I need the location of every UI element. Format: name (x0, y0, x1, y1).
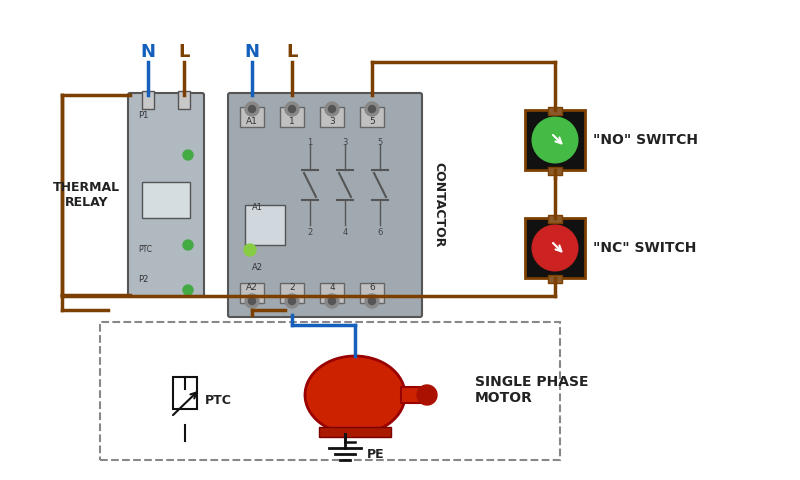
Bar (280, 107, 304, 127)
Text: 1: 1 (289, 118, 295, 127)
Bar (525, 110, 585, 170)
Circle shape (183, 240, 193, 250)
Ellipse shape (305, 356, 405, 434)
Text: 2: 2 (289, 284, 295, 292)
Circle shape (532, 225, 578, 271)
Bar (548, 275, 562, 283)
Text: N: N (245, 43, 259, 61)
Bar (401, 387, 427, 403)
Circle shape (329, 106, 335, 112)
FancyBboxPatch shape (128, 93, 204, 297)
Bar (320, 107, 344, 127)
Text: A1: A1 (252, 203, 263, 212)
Text: L: L (178, 43, 190, 61)
Text: THERMAL
RELAY: THERMAL RELAY (53, 181, 120, 209)
Circle shape (369, 298, 375, 304)
Bar (360, 283, 384, 303)
Text: 6: 6 (378, 228, 382, 237)
Bar (320, 283, 344, 303)
Circle shape (249, 298, 255, 304)
Circle shape (285, 294, 299, 308)
Circle shape (183, 150, 193, 160)
Circle shape (244, 244, 256, 256)
Bar (240, 283, 264, 303)
Bar (142, 182, 190, 218)
Bar (548, 215, 562, 223)
Circle shape (289, 106, 295, 112)
Text: 4: 4 (342, 228, 348, 237)
Text: P2: P2 (138, 276, 148, 285)
FancyBboxPatch shape (228, 93, 422, 317)
Bar (548, 107, 562, 115)
Circle shape (325, 294, 339, 308)
Text: PTC: PTC (205, 395, 232, 408)
Circle shape (249, 106, 255, 112)
Bar (525, 218, 585, 278)
Text: SINGLE PHASE
MOTOR: SINGLE PHASE MOTOR (475, 375, 589, 405)
Bar (360, 107, 384, 127)
Bar (100, 322, 560, 460)
Text: 2: 2 (307, 228, 313, 237)
Circle shape (245, 102, 259, 116)
Text: A2: A2 (246, 284, 258, 292)
Circle shape (285, 102, 299, 116)
Bar (142, 91, 154, 109)
Text: PE: PE (367, 447, 385, 460)
Text: PTC: PTC (138, 245, 152, 254)
Circle shape (245, 294, 259, 308)
Text: A2: A2 (252, 263, 263, 272)
Circle shape (365, 102, 379, 116)
Text: 5: 5 (369, 118, 375, 127)
Bar (173, 377, 197, 409)
Text: A1: A1 (246, 118, 258, 127)
Circle shape (532, 117, 578, 163)
Text: P1: P1 (138, 110, 148, 120)
Text: "NC" SWITCH: "NC" SWITCH (593, 241, 696, 255)
Text: N: N (141, 43, 155, 61)
Text: 6: 6 (369, 284, 375, 292)
Circle shape (417, 385, 437, 405)
Circle shape (325, 102, 339, 116)
Bar (280, 283, 304, 303)
Text: L: L (286, 43, 298, 61)
Bar (245, 205, 285, 245)
Circle shape (365, 294, 379, 308)
Circle shape (329, 298, 335, 304)
Text: 5: 5 (378, 138, 382, 147)
Bar (178, 91, 190, 109)
Text: 3: 3 (342, 138, 348, 147)
Text: 4: 4 (329, 284, 335, 292)
Text: "NO" SWITCH: "NO" SWITCH (593, 133, 698, 147)
Text: 3: 3 (329, 118, 335, 127)
Circle shape (289, 298, 295, 304)
Bar (548, 167, 562, 175)
Text: 1: 1 (307, 138, 313, 147)
Circle shape (183, 285, 193, 295)
Circle shape (369, 106, 375, 112)
Bar (319, 427, 391, 437)
Bar (240, 107, 264, 127)
Text: CONTACTOR: CONTACTOR (432, 162, 445, 248)
